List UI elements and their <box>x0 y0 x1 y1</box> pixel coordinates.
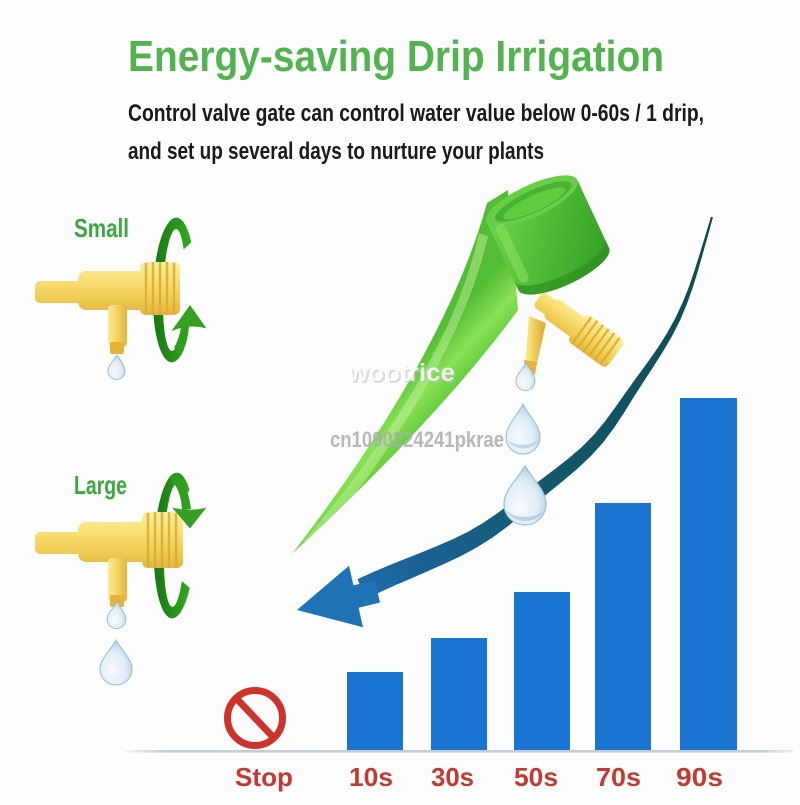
svg-text:wootrice: wootrice <box>349 361 457 389</box>
svg-text:Energy-saving Drip Irrigation: Energy-saving Drip Irrigation <box>128 32 664 81</box>
svg-text:Control valve gate can control: Control valve gate can control water val… <box>128 100 704 127</box>
svg-text:wootrice: wootrice <box>347 359 455 387</box>
svg-text:70s: 70s <box>596 762 641 792</box>
svg-text:cn1090224241pkrae: cn1090224241pkrae <box>330 427 504 452</box>
svg-text:Stop: Stop <box>235 762 293 792</box>
svg-text:50s: 50s <box>514 762 558 792</box>
svg-text:Large: Large <box>74 470 127 500</box>
svg-text:90s: 90s <box>676 762 723 792</box>
svg-text:30s: 30s <box>431 762 474 792</box>
svg-text:10s: 10s <box>349 762 393 792</box>
svg-text:and set up several days to nur: and set up several days to nurture your … <box>128 138 544 165</box>
svg-text:Small: Small <box>74 213 129 243</box>
